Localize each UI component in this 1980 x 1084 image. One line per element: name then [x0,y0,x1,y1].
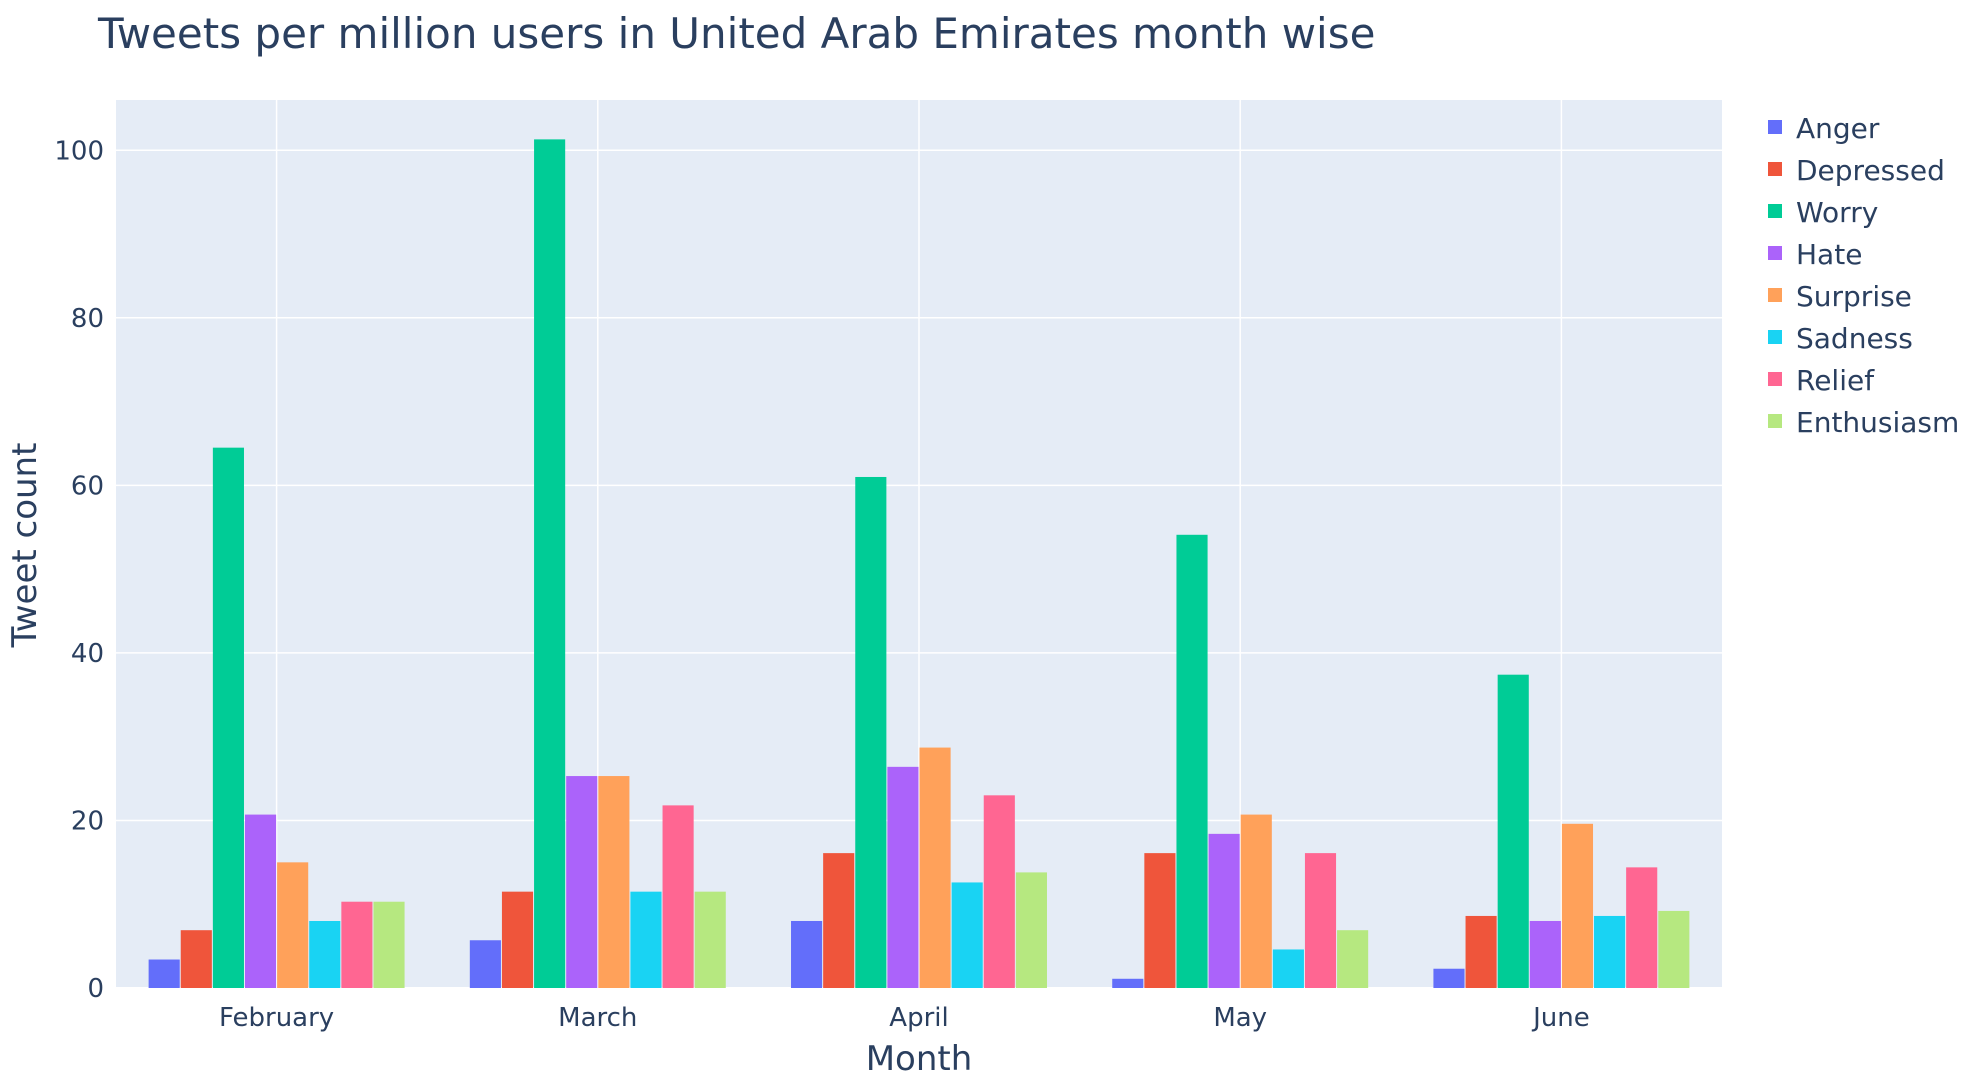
legend-item-relief[interactable]: Relief [1768,364,1875,397]
bar-depressed-june[interactable] [1465,915,1497,988]
legend-label: Anger [1796,112,1880,145]
bar-anger-march[interactable] [469,940,501,988]
bar-enthusiasm-february[interactable] [373,901,405,988]
bar-anger-february[interactable] [148,959,180,988]
legend: Anger Depressed Worry Hate Surprise Sadness Re… [1768,112,1959,439]
x-tick-label: March [558,1003,637,1033]
y-tick-label: 20 [71,806,104,836]
bar-hate-march[interactable] [566,776,598,988]
legend-swatch [1768,330,1782,344]
y-tick-label: 40 [71,639,104,669]
y-tick-label: 60 [71,471,104,501]
bar-surprise-april[interactable] [919,747,951,988]
bar-worry-march[interactable] [534,139,566,988]
legend-item-sadness[interactable]: Sadness [1768,322,1913,355]
legend-swatch [1768,162,1782,176]
legend-swatch [1768,246,1782,260]
legend-label: Enthusiasm [1796,406,1959,439]
bar-surprise-may[interactable] [1240,814,1272,988]
bar-depressed-february[interactable] [180,930,212,988]
x-tick-label: May [1213,1003,1267,1033]
x-axis-ticks: February March April May June [219,1003,1590,1033]
bar-sadness-march[interactable] [630,891,662,988]
legend-label: Worry [1796,196,1878,229]
legend-item-depressed[interactable]: Depressed [1768,154,1945,187]
bar-worry-february[interactable] [212,447,244,988]
legend-swatch [1768,288,1782,302]
legend-swatch [1768,120,1782,134]
bar-relief-april[interactable] [983,795,1015,988]
bar-enthusiasm-april[interactable] [1015,872,1047,988]
legend-item-hate[interactable]: Hate [1768,238,1862,271]
bar-sadness-june[interactable] [1594,915,1626,988]
bar-surprise-june[interactable] [1561,823,1594,988]
bar-hate-february[interactable] [244,814,277,988]
legend-label: Surprise [1796,280,1912,313]
legend-swatch [1768,414,1782,428]
y-tick-label: 80 [71,304,104,334]
bar-anger-june[interactable] [1433,968,1465,988]
legend-swatch [1768,204,1782,218]
bar-surprise-march[interactable] [598,776,630,988]
bar-relief-may[interactable] [1304,853,1337,988]
y-tick-label: 0 [87,974,104,1004]
bar-enthusiasm-march[interactable] [694,891,726,988]
legend-item-worry[interactable]: Worry [1768,196,1878,229]
legend-label: Sadness [1796,322,1913,355]
bar-enthusiasm-june[interactable] [1658,910,1690,988]
bar-enthusiasm-may[interactable] [1337,930,1369,988]
x-tick-label: June [1531,1003,1590,1033]
legend-item-enthusiasm[interactable]: Enthusiasm [1768,406,1959,439]
x-axis-title: Month [866,1039,973,1079]
bar-sadness-february[interactable] [309,920,341,988]
bar-surprise-february[interactable] [277,862,309,988]
bar-anger-may[interactable] [1112,978,1144,988]
y-axis-ticks: 0 20 40 60 80 100 [54,136,104,1004]
bar-hate-may[interactable] [1208,833,1240,988]
bar-worry-may[interactable] [1176,534,1208,988]
legend-item-surprise[interactable]: Surprise [1768,280,1912,313]
x-tick-label: February [219,1003,334,1033]
bar-relief-june[interactable] [1626,867,1658,988]
bars [148,139,1690,988]
legend-label: Depressed [1796,154,1945,187]
legend-label: Hate [1796,238,1862,271]
legend-item-anger[interactable]: Anger [1768,112,1880,145]
bar-depressed-march[interactable] [501,891,534,988]
bar-depressed-may[interactable] [1144,853,1176,988]
bar-relief-february[interactable] [341,901,373,988]
bar-sadness-april[interactable] [951,882,983,988]
bar-depressed-april[interactable] [823,853,855,988]
bar-worry-june[interactable] [1497,674,1529,988]
bar-hate-june[interactable] [1529,920,1561,988]
legend-swatch [1768,372,1782,386]
bar-sadness-may[interactable] [1272,949,1304,988]
legend-label: Relief [1796,364,1875,397]
bar-hate-april[interactable] [887,766,919,988]
bar-anger-april[interactable] [791,920,823,988]
bar-worry-april[interactable] [855,476,887,988]
bar-relief-march[interactable] [662,805,694,988]
x-tick-label: April [889,1003,948,1033]
chart-title: Tweets per million users in United Arab … [97,9,1375,58]
y-axis-title: Tweet count [5,443,45,649]
y-tick-label: 100 [54,136,104,166]
